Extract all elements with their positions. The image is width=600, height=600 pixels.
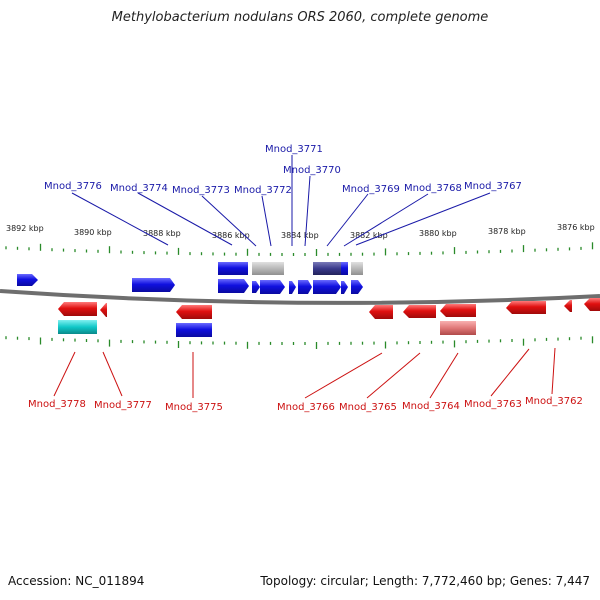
scale-label: 3882 kbp <box>350 231 388 240</box>
gene-arrow-mnod-3771 <box>289 281 296 294</box>
gene-arrow-mnod-3773 <box>218 279 249 293</box>
top-gene-labels: Mnod_3776 Mnod_3774 Mnod_3773 Mnod_3772 … <box>44 144 522 196</box>
gene-arrow-mnod-3778 <box>58 302 97 316</box>
gene-label-mnod-3774: Mnod_3774 <box>110 183 168 194</box>
gene-arrow-mnod-3762 <box>584 298 600 311</box>
gene-label-mnod-3766: Mnod_3766 <box>277 402 335 413</box>
feature-gene-block <box>218 262 248 275</box>
feature-gray-block <box>351 262 363 275</box>
scale-ticks-top <box>5 242 594 256</box>
feature-gray-block <box>252 262 284 275</box>
gene-arrow <box>252 281 260 293</box>
forward-features-lower <box>17 274 363 294</box>
forward-features-upper <box>218 262 363 275</box>
reverse-features-upper <box>58 298 600 319</box>
leader-mnod-3777 <box>102 351 123 397</box>
scale-label: 3878 kbp <box>488 227 526 236</box>
leader-mnod-3762 <box>551 347 556 395</box>
scale-ticks-bottom <box>5 336 594 349</box>
gene-arrow-mnod-3777 <box>100 303 107 317</box>
gene-label-mnod-3762: Mnod_3762 <box>525 396 583 407</box>
scale-label: 3876 kbp <box>557 223 595 232</box>
feature-gene-block <box>341 262 348 275</box>
scale-label: 3880 kbp <box>419 229 457 238</box>
gene-label-mnod-3764: Mnod_3764 <box>402 401 460 412</box>
leader-mnod-3764 <box>429 352 459 399</box>
gene-label-mnod-3763: Mnod_3763 <box>464 399 522 410</box>
leader-mnod-3776 <box>71 192 169 246</box>
gene-label-mnod-3776: Mnod_3776 <box>44 181 102 192</box>
gene-arrow-mnod-3767 <box>351 280 363 294</box>
leader-mnod-3773 <box>201 195 257 247</box>
gene-arrow-mnod-3764 <box>440 304 476 317</box>
leader-mnod-3770 <box>304 175 311 247</box>
leader-mnod-3763 <box>490 348 530 397</box>
gene-label-mnod-3773: Mnod_3773 <box>172 185 230 196</box>
gene-label-mnod-3771: Mnod_3771 <box>265 144 323 155</box>
gene-arrow-mnod-3776 <box>17 274 38 286</box>
bottom-gene-labels: Mnod_3778 Mnod_3777 Mnod_3775 Mnod_3766 … <box>28 396 583 413</box>
leader-mnod-3778 <box>53 351 76 397</box>
scale-label: 3888 kbp <box>143 229 181 238</box>
gene-label-mnod-3765: Mnod_3765 <box>339 402 397 413</box>
reverse-features-lower <box>58 320 476 337</box>
feature-gene-block <box>176 323 212 337</box>
gene-label-mnod-3777: Mnod_3777 <box>94 400 152 411</box>
leader-mnod-3769 <box>326 193 369 247</box>
gene-label-mnod-3772: Mnod_3772 <box>234 185 292 196</box>
leader-mnod-3768 <box>343 193 429 247</box>
feature-pink-block <box>440 321 476 335</box>
leader-mnod-3772 <box>261 195 272 247</box>
gene-label-mnod-3768: Mnod_3768 <box>404 183 462 194</box>
scale-label: 3884 kbp <box>281 231 319 240</box>
bottom-leader-lines <box>53 347 556 399</box>
gene-arrow <box>564 300 572 312</box>
genome-backbone <box>0 289 600 305</box>
leader-mnod-3774 <box>137 192 233 246</box>
gene-arrow-mnod-3766 <box>369 305 393 319</box>
gene-arrow-mnod-3763 <box>506 301 546 314</box>
leader-mnod-3767 <box>355 192 491 246</box>
gene-arrow-mnod-3769 <box>313 280 341 294</box>
map-title: Methylobacterium nodulans ORS 2060, comp… <box>111 10 489 25</box>
gene-label-mnod-3767: Mnod_3767 <box>464 181 522 192</box>
scale-label: 3890 kbp <box>74 228 112 237</box>
feature-cyan-block <box>58 320 97 334</box>
scale-label: 3886 kbp <box>212 231 250 240</box>
gene-arrow-mnod-3765 <box>403 305 436 318</box>
gene-arrow-mnod-3774 <box>132 278 175 292</box>
accession-label: Accession: NC_011894 <box>8 574 145 588</box>
gene-arrow-mnod-3772 <box>260 280 285 294</box>
gene-arrow-mnod-3775 <box>176 305 212 319</box>
leader-mnod-3766 <box>304 352 383 399</box>
gene-label-mnod-3769: Mnod_3769 <box>342 184 400 195</box>
gene-arrow-mnod-3768 <box>341 281 348 294</box>
scale-label: 3892 kbp <box>6 224 44 233</box>
scale-labels: 3892 kbp 3890 kbp 3888 kbp 3886 kbp 3884… <box>6 223 595 240</box>
top-leader-lines <box>71 155 491 247</box>
gene-arrow-mnod-3770 <box>298 280 312 294</box>
gene-label-mnod-3770: Mnod_3770 <box>283 165 341 176</box>
gene-label-mnod-3775: Mnod_3775 <box>165 402 223 413</box>
leader-mnod-3765 <box>366 352 421 399</box>
topology-summary: Topology: circular; Length: 7,772,460 bp… <box>260 574 590 588</box>
feature-navy-block <box>313 262 341 275</box>
gene-label-mnod-3778: Mnod_3778 <box>28 399 86 410</box>
